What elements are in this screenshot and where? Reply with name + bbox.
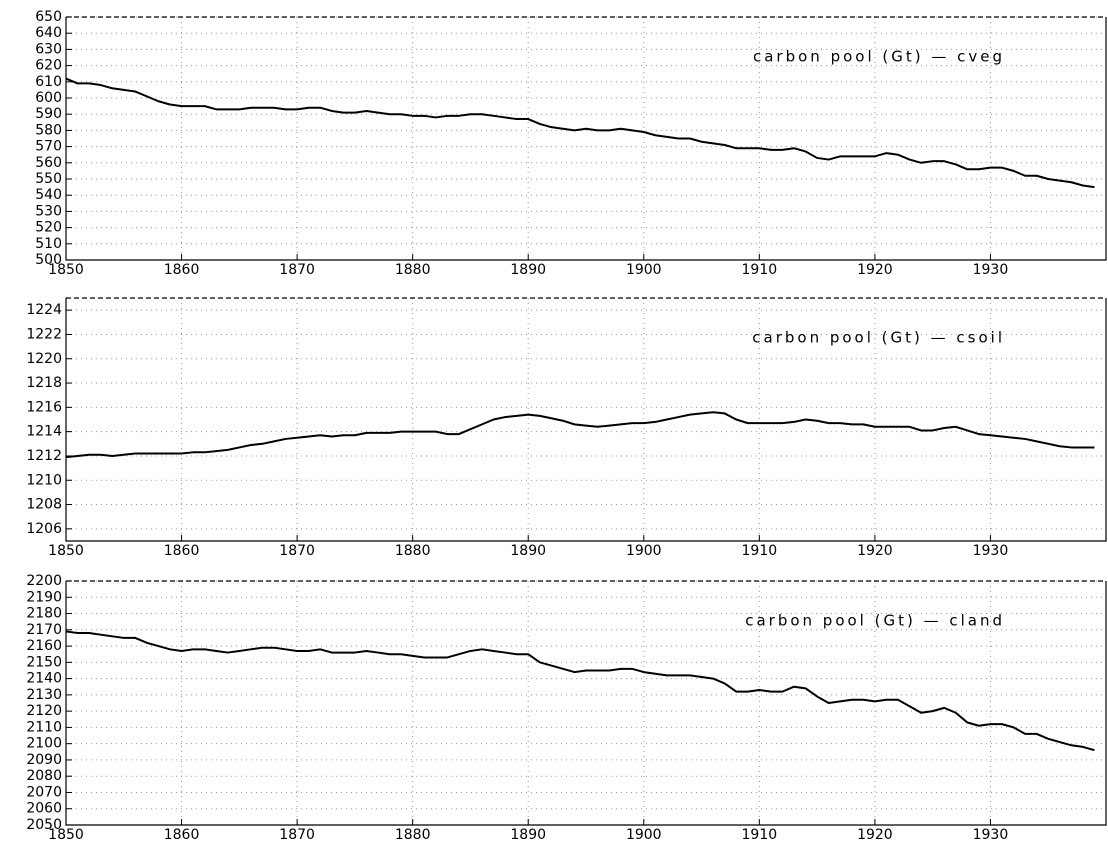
panel: 1206 1208 1210 1212 1214 1216 1218 1220 1222 1224… [26, 297, 1107, 559]
y-tick-label: 560 [35, 155, 62, 171]
plot-frame [65, 581, 1107, 826]
x-tick-label: 1880 [395, 827, 431, 843]
y-tick-label: 2070 [26, 784, 62, 800]
y-tick-label: 2050 [26, 817, 62, 833]
y-tick-label: 2200 [26, 573, 62, 589]
panel: 5005105205305405505605705805906006106206… [35, 9, 1107, 278]
x-tick-label: 1850 [48, 543, 84, 559]
y-tick-label: 2190 [26, 589, 62, 605]
annotation: carbon pool (Gt) — cveg [753, 48, 1005, 66]
y-tick-label: 2090 [26, 752, 62, 768]
plot-frame [65, 17, 1107, 261]
y-tick-label: 610 [35, 74, 62, 90]
x-tick-label: 1890 [510, 827, 546, 843]
x-tick-label: 1870 [279, 262, 315, 278]
data-line [65, 77, 1095, 189]
x-tick-label: 1900 [626, 827, 662, 843]
y-tick-label: 2160 [26, 638, 62, 654]
y-tick-label: 510 [35, 236, 62, 252]
y-tick-label: 620 [35, 58, 62, 74]
y-tick-label: 2060 [26, 801, 62, 817]
y-tick-label: 1220 [26, 351, 62, 367]
y-tick-label: 2100 [26, 736, 62, 752]
y-tick-label: 520 [35, 220, 62, 236]
x-tick-label: 1900 [626, 543, 662, 559]
y-tick-label: 2110 [26, 719, 62, 735]
panel: 2050206020702080209021002110212021302140… [26, 573, 1107, 843]
y-tick-label: 2080 [26, 768, 62, 784]
x-tick-label: 1920 [857, 262, 893, 278]
y-tick-label: 640 [35, 25, 62, 41]
y-tick-label: 530 [35, 203, 62, 219]
y-tick-label: 2150 [26, 654, 62, 670]
y-tick-label: 650 [35, 9, 62, 25]
y-tick-label: 1212 [26, 448, 62, 464]
y-tick-label: 2120 [26, 703, 62, 719]
x-tick-label: 1880 [395, 262, 431, 278]
x-tick-label: 1910 [742, 262, 778, 278]
y-tick-label: 1222 [26, 326, 62, 342]
y-tick-label: 2180 [26, 606, 62, 622]
x-tick-label: 1860 [164, 543, 200, 559]
x-tick-label: 1900 [626, 262, 662, 278]
annotation: carbon pool (Gt) — cland [745, 612, 1005, 630]
y-tick-label: 1210 [26, 472, 62, 488]
y-tick-label: 630 [35, 41, 62, 57]
x-tick-label: 1920 [857, 827, 893, 843]
x-tick-label: 1870 [279, 543, 315, 559]
x-tick-label: 1860 [164, 827, 200, 843]
plot-frame [65, 298, 1107, 542]
data-line [65, 630, 1095, 752]
y-tick-label: 1208 [26, 497, 62, 513]
y-tick-label: 600 [35, 90, 62, 106]
y-tick-label: 590 [35, 106, 62, 122]
x-tick-label: 1850 [48, 827, 84, 843]
y-tick-label: 550 [35, 171, 62, 187]
y-tick-label: 1224 [26, 302, 62, 318]
x-tick-label: 1890 [510, 262, 546, 278]
x-tick-label: 1850 [48, 262, 84, 278]
data-line [65, 411, 1095, 459]
y-tick-label: 2130 [26, 687, 62, 703]
y-tick-label: 2140 [26, 671, 62, 687]
x-tick-label: 1930 [973, 543, 1009, 559]
y-tick-label: 2170 [26, 622, 62, 638]
y-tick-label: 1206 [26, 521, 62, 537]
x-tick-label: 1910 [742, 543, 778, 559]
y-tick-label: 540 [35, 187, 62, 203]
x-tick-label: 1920 [857, 543, 893, 559]
x-tick-label: 1930 [973, 827, 1009, 843]
y-tick-label: 570 [35, 139, 62, 155]
y-tick-label: 500 [35, 252, 62, 268]
x-tick-label: 1910 [742, 827, 778, 843]
y-tick-label: 1218 [26, 375, 62, 391]
y-tick-label: 1216 [26, 399, 62, 415]
x-tick-label: 1880 [395, 543, 431, 559]
x-tick-label: 1870 [279, 827, 315, 843]
y-tick-label: 1214 [26, 424, 62, 440]
x-tick-label: 1860 [164, 262, 200, 278]
x-tick-label: 1890 [510, 543, 546, 559]
y-tick-label: 580 [35, 122, 62, 138]
x-tick-label: 1930 [973, 262, 1009, 278]
annotation: carbon pool (Gt) — csoil [752, 329, 1005, 347]
